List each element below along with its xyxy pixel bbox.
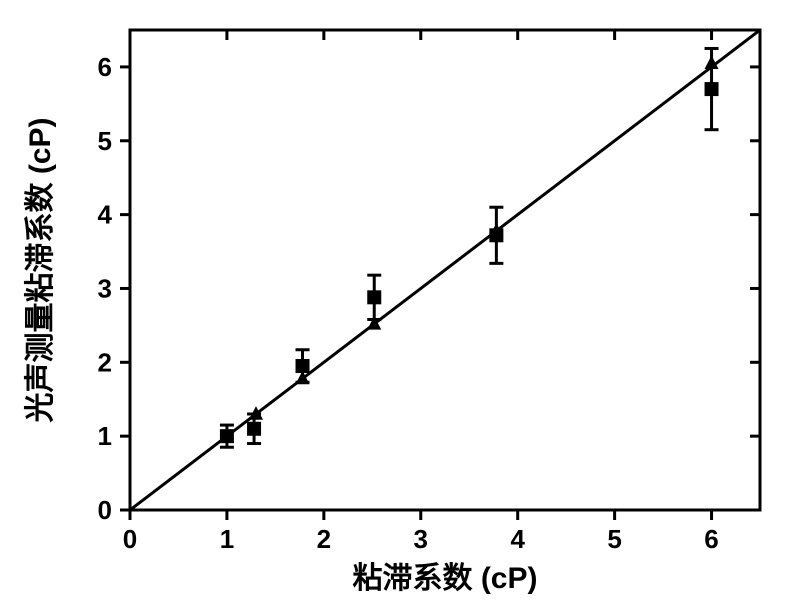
x-axis-title: 粘滞系数 (cP) [352,562,537,595]
x-tick-label: 4 [510,524,525,554]
x-tick-label: 5 [607,524,621,554]
y-tick-label: 3 [98,273,112,303]
y-tick-label: 4 [98,200,113,230]
chart-svg: 0 1 2 3 4 5 6 0 1 2 3 4 5 6 粘滞系数 (cP) 光声测量粘滞系数 (cP) [0,0,800,615]
y-axis-title: 光声测量粘滞系数 (cP) [24,117,57,422]
y-tick-label: 5 [98,126,112,156]
y-tick-label: 6 [98,52,112,82]
x-tick-label: 2 [317,524,331,554]
y-tick-label: 0 [98,495,112,525]
square-marker [247,422,261,436]
x-tick-label: 0 [123,524,137,554]
x-tick-label: 1 [220,524,234,554]
square-marker [705,82,719,96]
y-tick-label: 1 [98,421,112,451]
x-tick-label: 6 [704,524,718,554]
square-marker [367,290,381,304]
y-tick-label: 2 [98,347,112,377]
x-tick-label: 3 [414,524,428,554]
scatter-chart: 0 1 2 3 4 5 6 0 1 2 3 4 5 6 粘滞系数 (cP) 光声测量粘滞系数 (cP) [0,0,800,615]
